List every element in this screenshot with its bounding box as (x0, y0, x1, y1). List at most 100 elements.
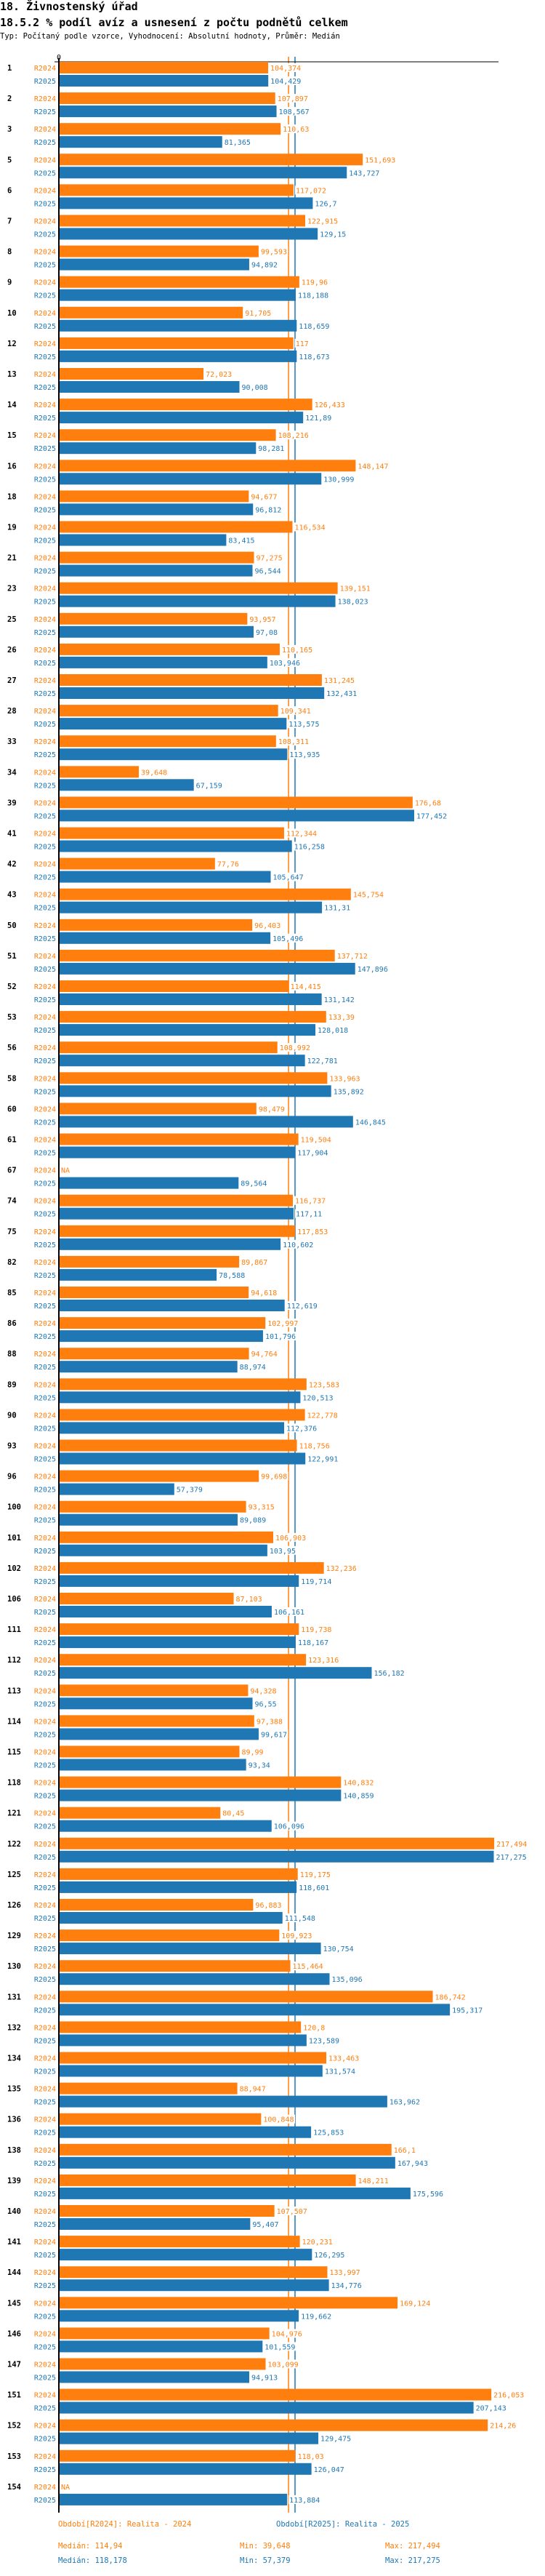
category-label: 147 (7, 2361, 21, 2369)
series-label-r2025: R2025 (34, 2375, 56, 2383)
series-label-r2025: R2025 (34, 2466, 56, 2474)
series-label-r2025: R2025 (34, 629, 56, 637)
value-label: 93,957 (249, 616, 275, 624)
series-label-r2024: R2024 (34, 1473, 56, 1481)
category-label: 114 (7, 1717, 21, 1726)
value-label-bg (325, 1563, 358, 1572)
category-label: 132 (7, 2023, 21, 2032)
value-label: 134,776 (331, 2282, 362, 2290)
value-label: 109,923 (281, 1932, 312, 1940)
value-label-bg (268, 1545, 297, 1555)
value-label-bg (270, 2329, 304, 2338)
series-label-r2025: R2025 (34, 78, 56, 86)
value-label: 216,053 (493, 2392, 524, 2400)
bar-r2025 (60, 2218, 251, 2230)
category-label: 23 (7, 585, 17, 593)
value-label-bg (336, 951, 369, 960)
series-label-r2025: R2025 (34, 1915, 56, 1923)
series-label-r2025: R2025 (34, 2037, 56, 2045)
bar-r2024 (60, 1287, 249, 1298)
bar-r2024 (60, 337, 294, 349)
value-label: 112,376 (286, 1425, 317, 1433)
value-label-bg (307, 1454, 339, 1463)
value-label: 120,513 (302, 1394, 333, 1402)
bar-r2025 (60, 1575, 299, 1587)
value-label: 57,379 (177, 1487, 203, 1495)
value-label: 120,8 (303, 2024, 325, 2032)
bar-r2025 (60, 412, 304, 424)
bar-r2025 (60, 1177, 239, 1189)
series-label-r2024: R2024 (34, 2086, 56, 2094)
category-label: 61 (7, 1136, 17, 1145)
bar-r2024 (60, 2449, 296, 2462)
value-label-bg (250, 1288, 278, 1297)
series-label-r2024: R2024 (34, 432, 56, 440)
category-label: 12 (7, 340, 17, 348)
value-label: 108,311 (278, 738, 309, 746)
category-label: 140 (7, 2207, 21, 2216)
value-label-bg (297, 290, 330, 300)
series-label-r2024: R2024 (34, 1105, 56, 1113)
value-label: 145,754 (353, 892, 384, 900)
series-label-r2025: R2025 (34, 996, 56, 1004)
value-label: 217,275 (496, 1854, 527, 1862)
bar-r2025 (60, 656, 267, 668)
value-label-bg (364, 155, 397, 164)
value-label-bg (300, 1625, 333, 1634)
bar-r2025 (60, 840, 292, 852)
bar-r2025 (60, 1850, 494, 1863)
category-label: 152 (7, 2422, 21, 2431)
value-label: 117,072 (296, 187, 326, 195)
category-label: 86 (7, 1319, 17, 1328)
value-label-bg (356, 964, 389, 973)
series-label-r2025: R2025 (34, 262, 56, 270)
category-label: 42 (7, 860, 17, 869)
series-label-r2024: R2024 (34, 861, 56, 869)
series-label-r2024: R2024 (34, 279, 56, 287)
value-label-bg (235, 1594, 264, 1603)
bar-r2024 (60, 1439, 297, 1452)
series-label-r2025: R2025 (34, 1241, 56, 1249)
bar-r2025 (60, 1361, 238, 1373)
series-label-r2024: R2024 (34, 249, 56, 257)
bar-r2025 (60, 2401, 474, 2414)
category-label: 101 (7, 1534, 21, 1543)
value-label: 119,96 (302, 279, 328, 287)
value-label-bg (270, 76, 302, 85)
value-label-bg (241, 1257, 269, 1266)
series-label-r2025: R2025 (34, 690, 56, 698)
value-label-bg (300, 1576, 333, 1585)
bar-r2025 (60, 564, 253, 577)
series-label-r2024: R2024 (34, 524, 56, 532)
category-label: 126 (7, 1901, 21, 1910)
series-label-r2025: R2025 (34, 1487, 56, 1495)
value-label-bg (254, 566, 283, 575)
category-label: 25 (7, 615, 17, 624)
bar-r2025 (60, 2156, 395, 2169)
bar-r2025 (60, 2187, 411, 2199)
series-label-r2024: R2024 (34, 1228, 56, 1236)
category-label: 18 (7, 492, 17, 501)
value-label-bg (250, 260, 279, 269)
value-label-bg (272, 933, 304, 943)
value-label: 101,796 (265, 1333, 296, 1341)
value-label-bg (255, 1716, 284, 1726)
series-label-r2024: R2024 (34, 1871, 56, 1879)
value-label: 133,997 (329, 2269, 360, 2277)
series-label-r2024: R2024 (34, 2484, 56, 2492)
bar-r2025 (60, 197, 313, 209)
bar-r2025 (60, 2463, 312, 2475)
bar-r2025 (60, 381, 240, 393)
value-label-bg (282, 1239, 315, 1249)
bar-r2024 (60, 1531, 273, 1543)
category-label: 58 (7, 1074, 17, 1083)
value-label-bg (288, 2495, 321, 2504)
value-label: 140,832 (343, 1780, 374, 1788)
series-label-r2024: R2024 (34, 677, 56, 685)
bar-r2024 (60, 1899, 254, 1911)
series-label-r2025: R2025 (34, 599, 56, 607)
value-label-bg (278, 1043, 312, 1052)
series-label-r2025: R2025 (34, 1333, 56, 1341)
value-label: 93,315 (249, 1504, 275, 1512)
value-label-bg (373, 1668, 406, 1678)
